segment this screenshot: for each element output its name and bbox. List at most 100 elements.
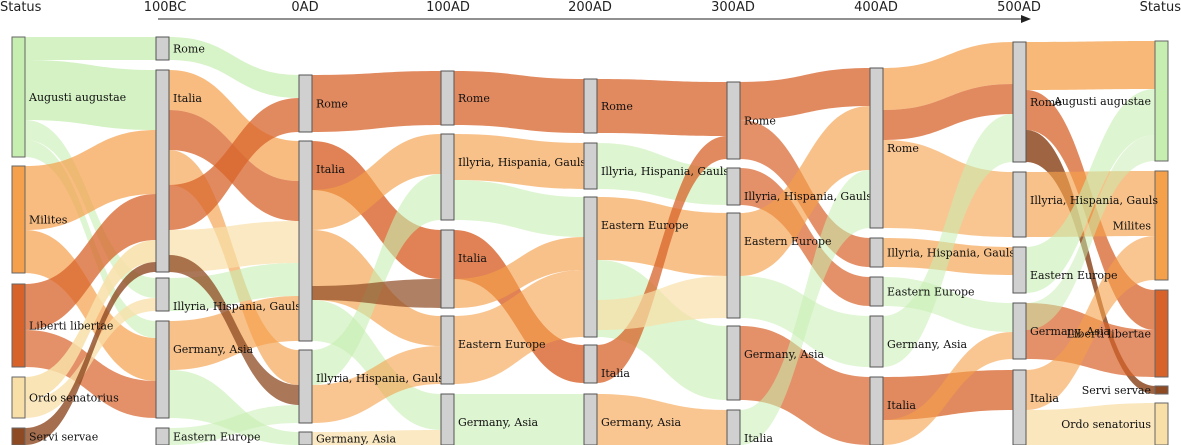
status-header-right: Status (1140, 0, 1181, 15)
region-label: Rome (458, 92, 490, 105)
status-label-left: Liberti libertae (29, 320, 113, 333)
region-label: Rome (887, 142, 919, 155)
flow-band-liberti (597, 136, 727, 383)
era-100bc: 100BC (144, 0, 187, 15)
region-node-300ad-illyria-hispania-gauls: Illyria, Hispania, Gauls (726, 167, 872, 206)
status-label-left: Augusti augustae (28, 91, 126, 104)
region-bar (155, 427, 170, 445)
region-bar (155, 320, 170, 419)
region-label: Rome (173, 43, 205, 56)
status-right-augusti-augustae: Augusti augustae (1053, 40, 1169, 162)
region-bar (583, 78, 598, 134)
status-left-liberti-libertae: Liberti libertae (11, 283, 113, 368)
flow-band-augusti (454, 180, 584, 237)
region-label: Rome (601, 100, 633, 113)
region-node-100bc-germany-asia: Germany, Asia (155, 320, 253, 419)
status-left-milites: Milites (11, 165, 68, 274)
region-bar (440, 393, 455, 445)
status-right-servi-servae: Servi servae (1082, 384, 1169, 397)
flow-band-milites (312, 134, 441, 230)
region-label: Illyria, Hispania, Gauls (887, 247, 1015, 260)
region-node-500ad-italia: Italia (1012, 369, 1059, 445)
region-label: Eastern Europe (173, 431, 261, 444)
region-label: Germany, Asia (173, 343, 253, 356)
region-bar (726, 81, 741, 160)
region-bar (1012, 369, 1027, 445)
status-label-right: Liberti libertae (1067, 328, 1151, 341)
flow-band-liberti (25, 330, 156, 418)
status-bar-left-liberti-libertae (11, 283, 26, 368)
region-bar (440, 315, 455, 385)
flow-band-milites (883, 140, 1013, 237)
region-label: Italia (887, 399, 916, 412)
status-label-left: Ordo senatorius (29, 392, 119, 405)
region-bar (440, 229, 455, 309)
region-label: Eastern Europe (744, 235, 832, 248)
flow-band-augusti (883, 277, 1013, 332)
region-node-100bc-italia: Italia (155, 69, 202, 273)
region-node-400ad-eastern-europe: Eastern Europe (869, 276, 975, 307)
region-label: Eastern Europe (1030, 269, 1118, 282)
region-bar (1012, 246, 1027, 294)
flow-band-augusti (25, 37, 156, 60)
status-bar-left-milites (11, 165, 26, 274)
header-layer: Status Status 100BC 0AD 100AD 200AD 300A… (0, 0, 1181, 23)
region-node-400ad-italia: Italia (869, 376, 916, 445)
flow-band-milites (597, 197, 727, 276)
region-node-100bc-rome: Rome (155, 36, 205, 61)
region-label: Illyria, Hispania, Gauls (744, 190, 872, 203)
status-bar-right-ordo-senatorius (1154, 402, 1169, 445)
region-bar (1012, 41, 1027, 163)
flow-band-liberti (597, 79, 727, 136)
flow-band-milites (883, 42, 1013, 110)
flows-layer (25, 37, 1155, 445)
region-node-100ad-eastern-europe: Eastern Europe (440, 315, 546, 385)
region-bar (726, 167, 741, 206)
flow-band-milites (1026, 236, 1155, 410)
region-bar (1012, 302, 1027, 360)
region-label: Italia (744, 432, 773, 445)
flow-band-milites (883, 332, 1013, 445)
region-bar (726, 212, 741, 319)
flow-band-liberti (312, 141, 441, 279)
region-bar (155, 277, 170, 312)
flow-band-liberti (169, 98, 299, 230)
flow-band-ordo (597, 276, 727, 330)
region-bar (726, 325, 741, 401)
flow-band-servi (25, 262, 156, 445)
status-right-ordo-senatorius: Ordo senatorius (1061, 402, 1169, 445)
status-bar-left-servi-servae (11, 427, 26, 445)
flow-band-augusti (169, 263, 299, 311)
flow-band-augusti (883, 114, 1013, 367)
region-node-500ad-germany-asia: Germany, Asia (1012, 302, 1110, 360)
status-right-milites: Milites (1113, 170, 1169, 281)
region-node-400ad-illyria-hispania-gauls: Illyria, Hispania, Gauls (869, 237, 1015, 268)
region-bar (583, 196, 598, 338)
region-label: Illyria, Hispania, Gauls (316, 372, 444, 385)
region-bar (583, 142, 598, 190)
era-200ad: 200AD (568, 0, 612, 15)
region-node-200ad-illyria-hispania-gauls: Illyria, Hispania, Gauls (583, 142, 729, 190)
region-bar (583, 344, 598, 384)
region-node-400ad-germany-asia: Germany, Asia (869, 315, 967, 368)
flow-band-liberti (25, 194, 156, 330)
flow-band-augusti (1026, 135, 1155, 330)
region-bar (869, 315, 884, 368)
region-bar (298, 431, 313, 445)
region-label: Italia (1030, 392, 1059, 405)
flow-band-augusti (454, 394, 584, 445)
flow-band-liberti (883, 84, 1013, 140)
flow-band-ordo (312, 430, 441, 445)
region-label: Italia (601, 367, 630, 380)
flow-band-milites (597, 394, 727, 445)
status-left-servi-servae: Servi servae (11, 427, 98, 445)
flow-band-milites (25, 230, 156, 381)
status-label-right: Milites (1113, 220, 1152, 233)
region-node-500ad-illyria-hispania-gauls: Illyria, Hispania, Gauls (1012, 171, 1158, 238)
region-label: Illyria, Hispania, Gauls (458, 156, 586, 169)
region-node-100ad-germany-asia: Germany, Asia (440, 393, 538, 445)
flow-band-augusti (740, 170, 870, 445)
region-label: Illyria, Hispania, Gauls (173, 300, 301, 313)
status-label-left: Servi servae (29, 431, 98, 444)
status-bar-right-augusti-augustae (1154, 40, 1169, 162)
